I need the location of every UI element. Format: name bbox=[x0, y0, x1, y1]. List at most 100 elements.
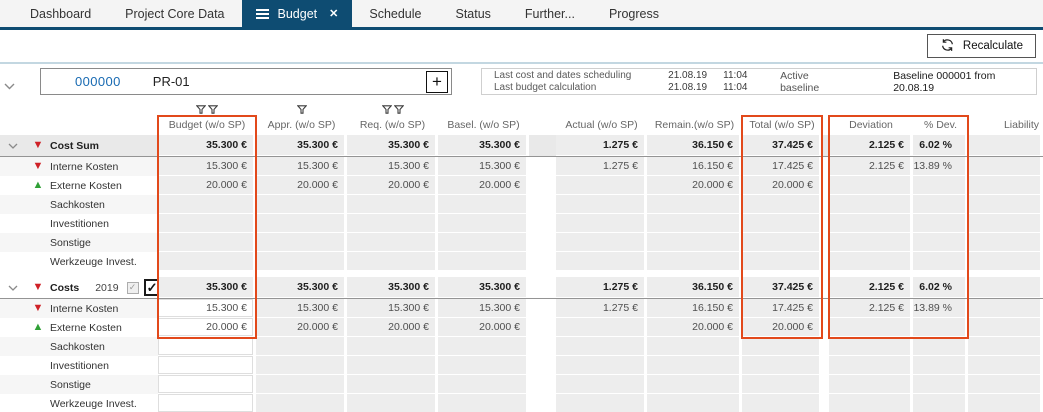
cell-actual[interactable]: 1.275 € bbox=[556, 277, 647, 298]
column-header-appr[interactable]: Appr. (w/o SP) bbox=[267, 119, 336, 131]
cell-total[interactable] bbox=[742, 375, 822, 394]
column-header-pdev[interactable]: % Dev. bbox=[923, 119, 958, 131]
group-chevron-icon[interactable] bbox=[0, 285, 26, 291]
cell-remain[interactable] bbox=[647, 337, 742, 356]
cell-deviation[interactable] bbox=[829, 337, 913, 356]
cell-pdev[interactable] bbox=[913, 394, 968, 412]
cell-pdev[interactable] bbox=[913, 375, 968, 394]
cell-deviation[interactable]: 2.125 € bbox=[829, 299, 913, 318]
cell-remain[interactable]: 16.150 € bbox=[647, 299, 742, 318]
cell-appr[interactable]: 20.000 € bbox=[256, 318, 347, 337]
cell-total[interactable] bbox=[742, 337, 822, 356]
cell-actual[interactable]: 1.275 € bbox=[556, 299, 647, 318]
cell-pdev[interactable]: 13.89 % bbox=[913, 299, 968, 318]
tab-schedule[interactable]: Schedule bbox=[352, 0, 438, 27]
cell-actual[interactable] bbox=[556, 318, 647, 337]
cell-deviation[interactable] bbox=[829, 356, 913, 375]
cell-req[interactable]: 35.300 € bbox=[347, 277, 438, 298]
cell-budget[interactable] bbox=[158, 394, 256, 412]
cell-actual[interactable] bbox=[556, 337, 647, 356]
cell-basel[interactable]: 15.300 € bbox=[438, 299, 529, 318]
column-header-actual[interactable]: Actual (w/o SP) bbox=[565, 119, 638, 131]
cell-req[interactable]: 20.000 € bbox=[347, 318, 438, 337]
column-header-req[interactable]: Req. (w/o SP) bbox=[359, 119, 426, 131]
cell-liability[interactable] bbox=[968, 375, 1043, 394]
menu-icon[interactable] bbox=[255, 8, 269, 19]
add-button[interactable]: + bbox=[426, 70, 448, 93]
column-header-deviation[interactable]: Deviation bbox=[849, 119, 893, 131]
group-chevron-icon[interactable] bbox=[0, 143, 26, 149]
cell-basel bbox=[438, 214, 529, 233]
cell-remain[interactable] bbox=[647, 375, 742, 394]
cell-pdev[interactable] bbox=[913, 337, 968, 356]
column-header-remain[interactable]: Remain.(w/o SP) bbox=[654, 119, 735, 131]
filter-icon[interactable] bbox=[256, 102, 347, 115]
cell-pdev[interactable] bbox=[913, 318, 968, 337]
cell-basel[interactable] bbox=[438, 356, 529, 375]
cell-appr[interactable] bbox=[256, 375, 347, 394]
cell-liability[interactable] bbox=[968, 318, 1043, 337]
project-box[interactable]: 000000 PR-01 + bbox=[40, 68, 452, 95]
tab-progress[interactable]: Progress bbox=[592, 0, 676, 27]
tab-budget[interactable]: Budget ✕ bbox=[241, 0, 353, 27]
cell-pdev[interactable] bbox=[913, 356, 968, 375]
column-header-total[interactable]: Total (w/o SP) bbox=[749, 119, 815, 131]
cell-remain[interactable]: 36.150 € bbox=[647, 277, 742, 298]
cell-remain[interactable] bbox=[647, 394, 742, 412]
cell-appr[interactable] bbox=[256, 356, 347, 375]
tab-project-core-data[interactable]: Project Core Data bbox=[108, 0, 241, 27]
cell-liability[interactable] bbox=[968, 277, 1043, 298]
cell-liability[interactable] bbox=[968, 299, 1043, 318]
cell-total[interactable] bbox=[742, 394, 822, 412]
cell-req[interactable] bbox=[347, 337, 438, 356]
project-collapse-chevron-icon[interactable] bbox=[4, 77, 15, 95]
cell-budget[interactable]: 20.000 € bbox=[158, 318, 256, 337]
cell-total[interactable]: 37.425 € bbox=[742, 277, 822, 298]
recalculate-button[interactable]: Recalculate bbox=[926, 34, 1036, 58]
cell-total[interactable] bbox=[742, 356, 822, 375]
cell-liability[interactable] bbox=[968, 337, 1043, 356]
cell-total[interactable]: 20.000 € bbox=[742, 318, 822, 337]
cell-actual[interactable] bbox=[556, 394, 647, 412]
cell-appr[interactable]: 15.300 € bbox=[256, 299, 347, 318]
cell-budget[interactable] bbox=[158, 356, 256, 375]
cell-appr[interactable] bbox=[256, 394, 347, 412]
cell-basel[interactable] bbox=[438, 337, 529, 356]
cell-deviation[interactable] bbox=[829, 318, 913, 337]
cell-basel[interactable] bbox=[438, 375, 529, 394]
cell-actual[interactable] bbox=[556, 356, 647, 375]
cell-req[interactable] bbox=[347, 356, 438, 375]
close-icon[interactable]: ✕ bbox=[329, 8, 339, 20]
filter-icon[interactable] bbox=[158, 102, 256, 115]
cell-deviation[interactable]: 2.125 € bbox=[829, 277, 913, 298]
cell-req[interactable] bbox=[347, 394, 438, 412]
cell-pdev[interactable]: 6.02 % bbox=[913, 277, 968, 298]
cell-remain[interactable] bbox=[647, 356, 742, 375]
cell-deviation[interactable] bbox=[829, 375, 913, 394]
column-header-budget[interactable]: Budget (w/o SP) bbox=[168, 119, 246, 131]
cell-budget[interactable]: 35.300 € bbox=[158, 277, 256, 298]
column-header-liability[interactable]: Liability bbox=[1003, 119, 1039, 131]
filter-icon[interactable] bbox=[347, 102, 438, 115]
tab-status[interactable]: Status bbox=[438, 0, 507, 27]
cell-remain[interactable]: 20.000 € bbox=[647, 318, 742, 337]
tab-dashboard[interactable]: Dashboard bbox=[13, 0, 108, 27]
cell-req[interactable] bbox=[347, 375, 438, 394]
cell-actual[interactable] bbox=[556, 375, 647, 394]
cell-deviation[interactable] bbox=[829, 394, 913, 412]
cell-budget[interactable] bbox=[158, 337, 256, 356]
cell-appr[interactable]: 35.300 € bbox=[256, 277, 347, 298]
cell-basel[interactable]: 35.300 € bbox=[438, 277, 529, 298]
cell-budget[interactable] bbox=[158, 375, 256, 394]
column-header-basel[interactable]: Basel. (w/o SP) bbox=[447, 119, 520, 131]
cell-req[interactable]: 15.300 € bbox=[347, 299, 438, 318]
cell-appr[interactable] bbox=[256, 337, 347, 356]
cell-budget[interactable]: 15.300 € bbox=[158, 299, 256, 318]
cell-basel[interactable] bbox=[438, 394, 529, 412]
cell-liability[interactable] bbox=[968, 356, 1043, 375]
tab-further[interactable]: Further... bbox=[508, 0, 592, 27]
cell-liability[interactable] bbox=[968, 394, 1043, 412]
cell-total[interactable]: 17.425 € bbox=[742, 299, 822, 318]
cell-basel[interactable]: 20.000 € bbox=[438, 318, 529, 337]
gap-cell bbox=[822, 318, 829, 337]
